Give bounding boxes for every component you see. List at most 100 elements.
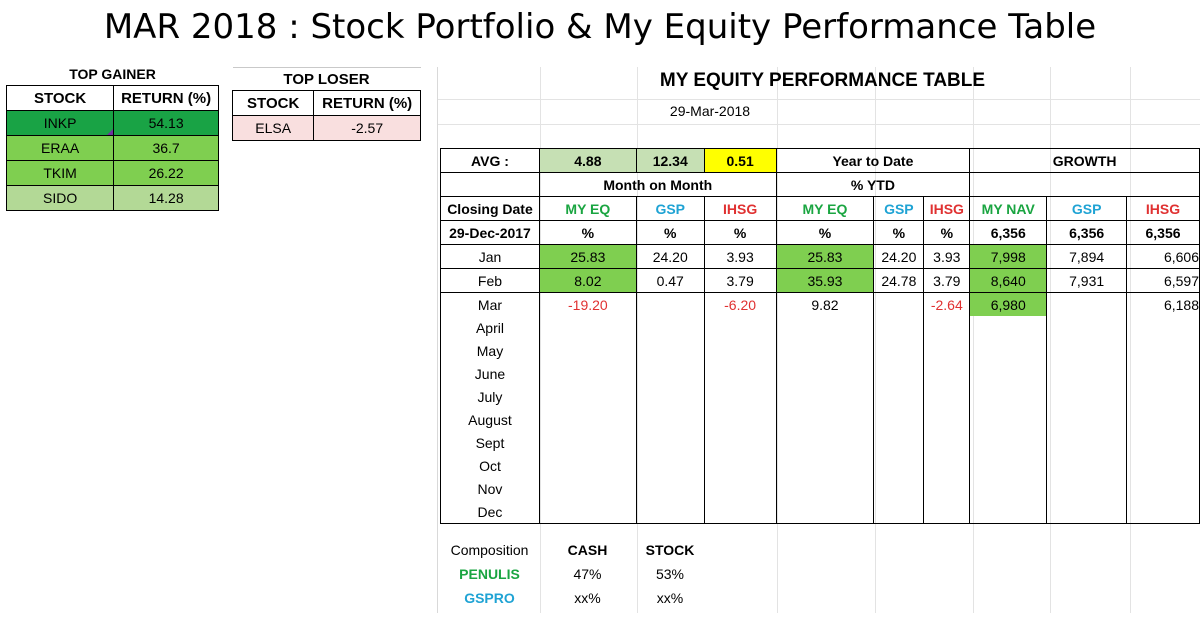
nav-gsp-cell <box>1046 477 1128 500</box>
base-cell: % <box>635 220 705 245</box>
mom-myeq-cell <box>538 385 637 408</box>
ytd-ihsg-cell <box>923 385 971 408</box>
group-header-row: Month on Month % YTD <box>440 172 1200 197</box>
nav-myeq-cell <box>969 431 1048 454</box>
ytd-ihsg-cell <box>923 339 971 362</box>
base-cell: % <box>775 220 875 245</box>
top-gainer-caption: TOP GAINER <box>69 66 156 82</box>
nav-gsp-cell <box>1046 362 1128 385</box>
base-cell: 6,356 <box>1126 220 1200 245</box>
top-loser-caption: TOP LOSER <box>283 70 370 88</box>
return-cell: 14.28 <box>113 185 219 211</box>
performance-date: 29-Mar-2018 <box>669 103 751 119</box>
ytd-ihsg-cell <box>923 408 971 431</box>
col-closing-date: Closing Date <box>440 196 540 221</box>
nav-gsp-cell: 7,931 <box>1046 268 1128 293</box>
month-name-cell: Oct <box>440 454 540 477</box>
month-row: Mar -19.20 -6.20 9.82 -2.64 6,980 6,188 <box>440 292 1200 316</box>
return-cell: 26.22 <box>113 160 219 186</box>
nav-ihsg-cell: 6,597 <box>1126 268 1200 293</box>
composition-stock-header: STOCK <box>645 542 695 558</box>
composition-label: Composition <box>450 542 529 558</box>
ytd-gsp-cell: 24.20 <box>873 244 925 269</box>
avg-row: AVG : 4.88 12.34 0.51 Year to Date GROWT… <box>440 148 1200 173</box>
ytd-myeq-cell <box>775 362 875 385</box>
mom-ihsg-cell: 3.79 <box>703 268 777 293</box>
stock-cell: INKP <box>5 110 115 136</box>
base-cell: % <box>703 220 777 245</box>
base-cell: % <box>873 220 925 245</box>
grid-hline <box>438 99 1200 100</box>
mom-gsp-cell: 24.20 <box>635 244 705 269</box>
mom-gsp-cell <box>635 477 705 500</box>
nav-ihsg-cell <box>1126 408 1200 431</box>
nav-ihsg-cell <box>1126 500 1200 524</box>
comment-marker-icon <box>107 129 113 135</box>
column-header-row: Closing Date MY EQ GSP IHSG MY EQ GSP IH… <box>440 196 1200 221</box>
mom-ihsg-cell: -6.20 <box>703 292 777 316</box>
month-row: Oct <box>440 454 1200 477</box>
empty-cell <box>969 172 1200 197</box>
avg-label: AVG : <box>440 148 540 173</box>
nav-gsp-cell <box>1046 454 1128 477</box>
ytd-label: Year to Date <box>775 148 971 173</box>
table-row: INKP 54.13 <box>5 110 219 136</box>
nav-ihsg-cell <box>1126 385 1200 408</box>
mom-myeq-cell <box>538 362 637 385</box>
ytd-gsp-cell <box>873 408 925 431</box>
nav-ihsg-cell: 6,188 <box>1126 292 1200 316</box>
nav-myeq-cell <box>969 316 1048 339</box>
nav-ihsg-cell <box>1126 316 1200 339</box>
month-row: August <box>440 408 1200 431</box>
mom-gsp-cell <box>635 500 705 524</box>
ytd-myeq-cell: 35.93 <box>775 268 875 293</box>
nav-ihsg-cell <box>1126 362 1200 385</box>
ytd-myeq-cell <box>775 339 875 362</box>
month-name-cell: August <box>440 408 540 431</box>
return-cell: 36.7 <box>113 135 219 161</box>
composition-stock: 53% <box>655 566 685 582</box>
header-stock: STOCK <box>231 90 315 116</box>
mom-gsp-cell <box>635 408 705 431</box>
avg-gsp: 12.34 <box>635 148 705 173</box>
mom-gsp-cell <box>635 431 705 454</box>
ytd-myeq-cell <box>775 408 875 431</box>
nav-gsp-cell <box>1046 339 1128 362</box>
nav-myeq-cell <box>969 362 1048 385</box>
ytd-myeq-cell <box>775 385 875 408</box>
nav-myeq-cell <box>969 385 1048 408</box>
nav-myeq-cell <box>969 500 1048 524</box>
table-row: ERAA 36.7 <box>5 135 219 161</box>
composition-table: Composition CASH STOCK PENULIS 47% 53% G… <box>440 538 704 610</box>
mom-myeq-cell <box>538 316 637 339</box>
mom-ihsg-cell <box>703 454 777 477</box>
pct-ytd-label: % YTD <box>775 172 971 197</box>
month-name-cell: Feb <box>440 268 540 293</box>
base-cell: % <box>538 220 637 245</box>
mom-myeq-cell: -19.20 <box>538 292 637 316</box>
month-name-cell: Sept <box>440 431 540 454</box>
ytd-gsp-cell <box>873 385 925 408</box>
ytd-ihsg-cell <box>923 431 971 454</box>
month-name-cell: Jan <box>440 244 540 269</box>
nav-myeq-cell <box>969 454 1048 477</box>
mom-gsp-cell <box>635 454 705 477</box>
ytd-myeq-cell <box>775 431 875 454</box>
mom-ihsg-cell <box>703 362 777 385</box>
header-return: RETURN (%) <box>113 85 219 111</box>
mom-gsp-cell <box>635 339 705 362</box>
top-loser-table: TOP LOSER STOCK RETURN (%) ELSA -2.57 <box>231 67 421 141</box>
base-cell: 6,356 <box>1046 220 1128 245</box>
empty-cell <box>440 172 540 197</box>
nav-myeq-cell <box>969 477 1048 500</box>
ytd-gsp-cell <box>873 316 925 339</box>
ytd-ihsg-cell: 3.79 <box>923 268 971 293</box>
mom-myeq-cell: 25.83 <box>538 244 637 269</box>
nav-ihsg-cell <box>1126 431 1200 454</box>
month-name-cell: Dec <box>440 500 540 524</box>
composition-header-row: Composition CASH STOCK <box>440 538 704 562</box>
composition-cash: 47% <box>573 566 602 582</box>
ytd-gsp-cell <box>873 500 925 524</box>
performance-title: MY EQUITY PERFORMANCE TABLE <box>659 70 986 91</box>
base-cell: % <box>923 220 971 245</box>
